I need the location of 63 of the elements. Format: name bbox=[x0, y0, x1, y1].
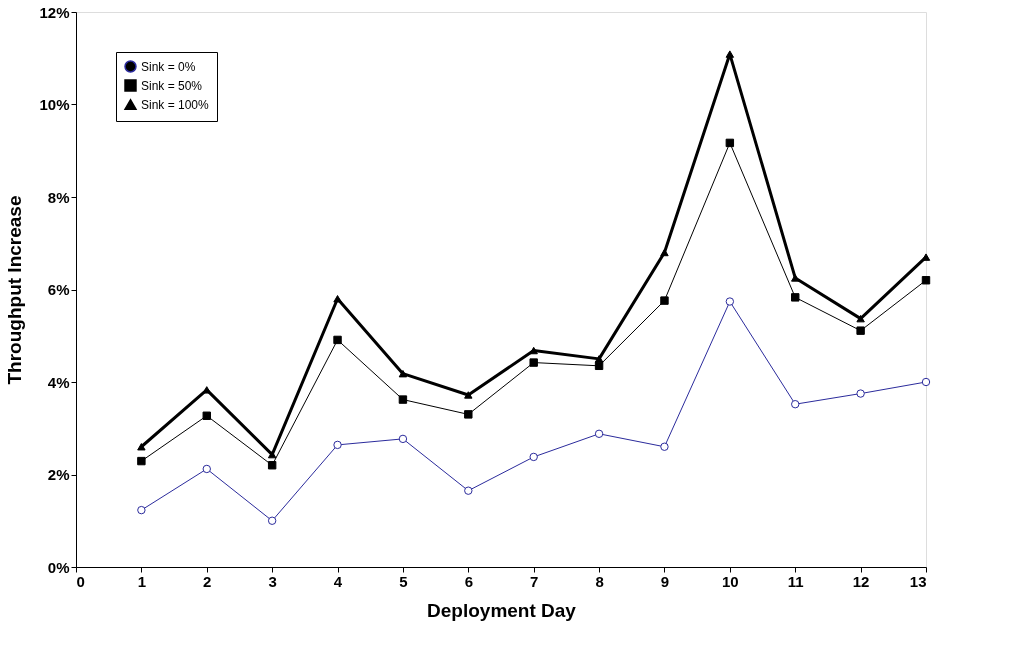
point bbox=[137, 505, 146, 515]
point bbox=[529, 452, 538, 462]
y-axis-title: Throughput Increase bbox=[4, 195, 26, 385]
point bbox=[464, 486, 473, 495]
point bbox=[464, 410, 473, 419]
y-tick-label: 12% bbox=[39, 3, 70, 21]
point bbox=[594, 355, 604, 363]
point bbox=[856, 389, 865, 398]
point bbox=[137, 443, 146, 451]
x-tick-label: 9 bbox=[660, 572, 670, 590]
point bbox=[529, 346, 538, 355]
x-tick-label: 3 bbox=[268, 572, 277, 590]
y-tick-label: 6% bbox=[47, 281, 70, 298]
x-tick-label: 12 bbox=[852, 572, 870, 590]
point bbox=[660, 296, 669, 305]
point bbox=[333, 295, 342, 303]
point bbox=[921, 276, 931, 285]
x-tick-label: 6 bbox=[464, 572, 473, 590]
y-tick-label: 4% bbox=[47, 373, 70, 391]
y-tick-label: 2% bbox=[47, 466, 70, 483]
x-tick-label: 5 bbox=[399, 572, 408, 590]
x-tick-label: 8 bbox=[595, 572, 604, 590]
y-tick-label: 0% bbox=[47, 558, 70, 576]
point bbox=[333, 440, 342, 450]
point bbox=[267, 516, 277, 525]
point bbox=[725, 138, 735, 148]
point bbox=[921, 377, 931, 387]
point bbox=[398, 369, 408, 378]
x-tick-label: 11 bbox=[787, 572, 804, 590]
point bbox=[791, 400, 800, 409]
point bbox=[856, 314, 865, 323]
point bbox=[202, 411, 211, 420]
point bbox=[267, 450, 277, 459]
point bbox=[921, 253, 931, 261]
point bbox=[333, 335, 342, 345]
point bbox=[202, 464, 211, 474]
x-tick-label: 7 bbox=[530, 572, 539, 590]
legend-label: Sink = 50% bbox=[141, 78, 203, 93]
x-tick-label: 10 bbox=[722, 572, 739, 590]
x-axis-title: Deployment Day bbox=[427, 599, 577, 621]
point bbox=[594, 429, 604, 438]
point bbox=[398, 434, 408, 444]
point bbox=[725, 297, 735, 306]
point bbox=[660, 248, 669, 257]
x-tick-label: 2 bbox=[203, 572, 212, 590]
point bbox=[267, 461, 277, 470]
y-tick-label: 10% bbox=[39, 96, 70, 113]
point bbox=[464, 391, 473, 399]
point bbox=[791, 274, 800, 282]
legend-label: Sink = 0% bbox=[141, 59, 196, 74]
point bbox=[725, 50, 735, 58]
x-tick-label: 0 bbox=[76, 572, 85, 590]
point bbox=[529, 358, 538, 367]
point bbox=[660, 442, 669, 451]
x-tick-label: 4 bbox=[333, 572, 343, 590]
legend-label: Sink = 100% bbox=[141, 97, 210, 112]
point bbox=[856, 326, 865, 335]
point bbox=[137, 456, 146, 466]
point bbox=[791, 293, 800, 302]
x-tick-label: 13 bbox=[909, 572, 927, 590]
point bbox=[398, 395, 408, 404]
y-tick-label: 8% bbox=[47, 188, 70, 206]
x-tick-label: 1 bbox=[137, 572, 147, 590]
